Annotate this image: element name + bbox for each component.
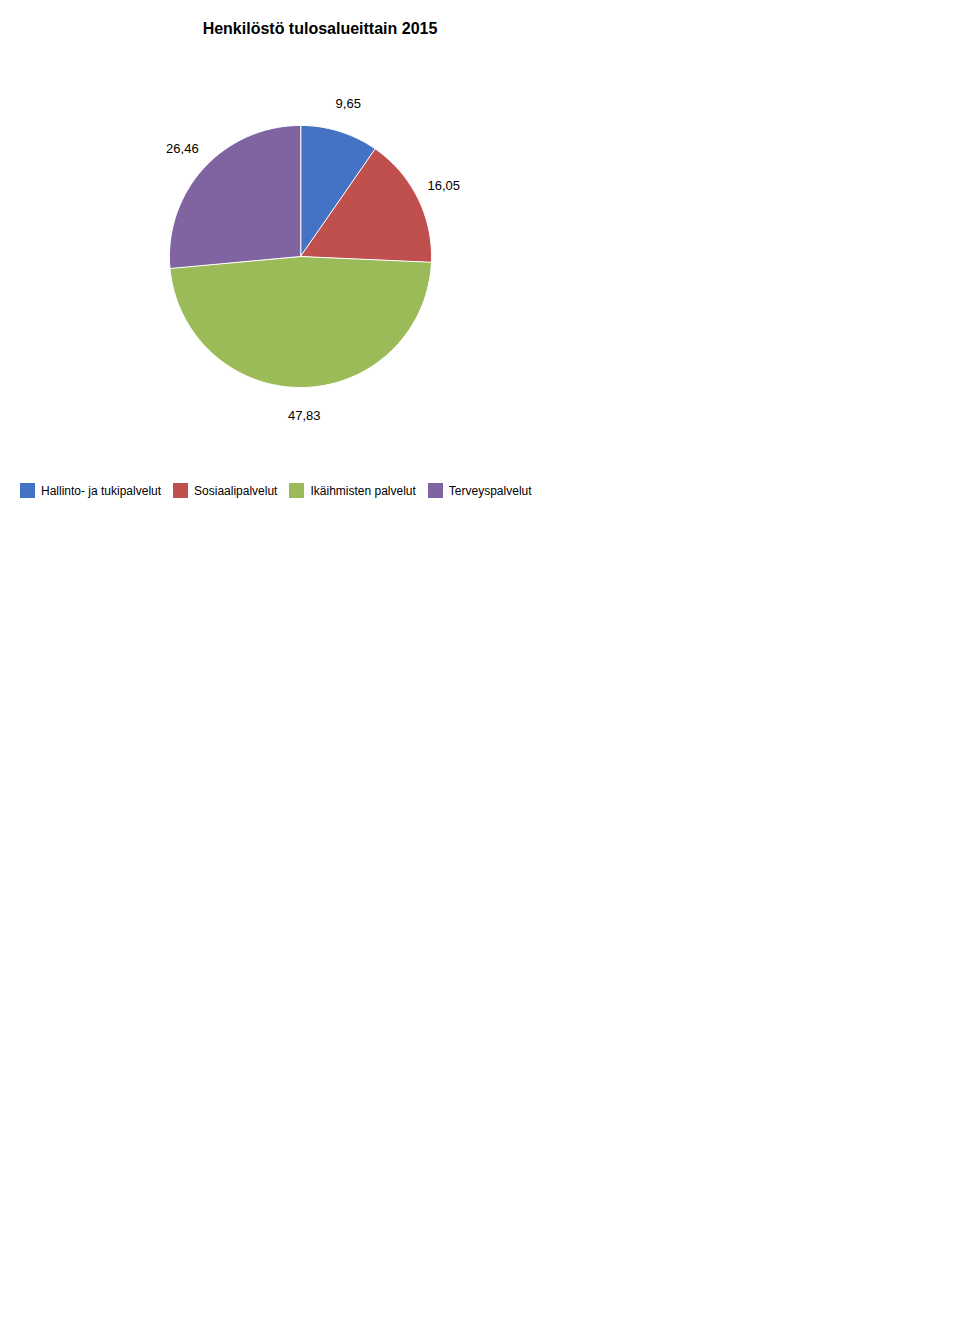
- svg-text:47,83: 47,83: [288, 408, 321, 423]
- html-text:Henkilöstö tulosalueittain 201: Henkilöstö tulosalueittain 2015: [202, 20, 438, 37]
- svg-text:9,65: 9,65: [336, 96, 361, 111]
- html-text:Hallinto- ja tukipalvelut: Hallinto- ja tukipalvelut: [41, 483, 162, 498]
- svg-text:26,46: 26,46: [166, 141, 199, 156]
- html-text:Ikäihmisten palvelut: Ikäihmisten palvelut: [310, 483, 416, 498]
- html-text:Terveyspalvelut: Terveyspalvelut: [448, 483, 532, 498]
- svg-text:16,05: 16,05: [427, 178, 460, 193]
- html-text:Sosiaalipalvelut: Sosiaalipalvelut: [194, 483, 278, 498]
